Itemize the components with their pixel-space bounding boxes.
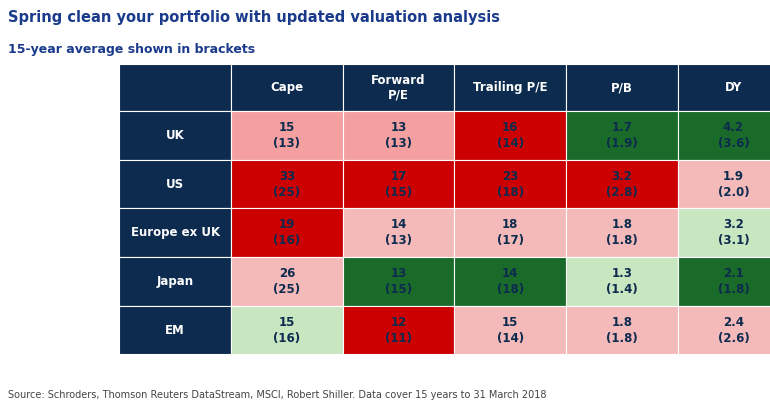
Bar (231, 64, 343, 111)
Bar (678, 111, 770, 160)
Bar (231, 208, 343, 257)
Bar (343, 306, 454, 354)
Bar (119, 160, 231, 208)
Text: 13
(15): 13 (15) (385, 267, 412, 296)
Text: Trailing P/E: Trailing P/E (473, 81, 547, 94)
Text: 12
(11): 12 (11) (385, 316, 412, 344)
Text: 26
(25): 26 (25) (273, 267, 300, 296)
Bar (231, 257, 343, 306)
Text: 1.8
(1.8): 1.8 (1.8) (606, 316, 638, 344)
Bar (566, 208, 678, 257)
Text: 14
(13): 14 (13) (385, 218, 412, 247)
Bar (119, 64, 231, 111)
Bar (231, 160, 343, 208)
Bar (454, 208, 566, 257)
Text: UK: UK (166, 129, 185, 142)
Text: 1.7
(1.9): 1.7 (1.9) (606, 121, 638, 150)
Text: 14
(18): 14 (18) (497, 267, 524, 296)
Text: 1.9
(2.0): 1.9 (2.0) (718, 170, 749, 199)
Bar (678, 257, 770, 306)
Bar (231, 111, 343, 160)
Text: DY: DY (725, 81, 742, 94)
Bar (678, 208, 770, 257)
Bar (454, 160, 566, 208)
Text: 16
(14): 16 (14) (497, 121, 524, 150)
Text: 17
(15): 17 (15) (385, 170, 412, 199)
Bar (343, 257, 454, 306)
Text: Japan: Japan (156, 275, 194, 288)
Text: US: US (166, 178, 184, 191)
Bar (566, 306, 678, 354)
Text: 2.4
(2.6): 2.4 (2.6) (718, 316, 749, 344)
Text: 15
(14): 15 (14) (497, 316, 524, 344)
Bar (343, 160, 454, 208)
Text: 3.2
(2.8): 3.2 (2.8) (606, 170, 638, 199)
Bar (678, 160, 770, 208)
Bar (343, 111, 454, 160)
Text: 15
(13): 15 (13) (273, 121, 300, 150)
Bar (454, 306, 566, 354)
Bar (119, 208, 231, 257)
Text: 18
(17): 18 (17) (497, 218, 524, 247)
Text: Spring clean your portfolio with updated valuation analysis: Spring clean your portfolio with updated… (8, 10, 500, 25)
Text: 4.2
(3.6): 4.2 (3.6) (718, 121, 749, 150)
Text: 15-year average shown in brackets: 15-year average shown in brackets (8, 43, 255, 56)
Text: 3.2
(3.1): 3.2 (3.1) (718, 218, 749, 247)
Bar (231, 306, 343, 354)
Bar (566, 257, 678, 306)
Bar (566, 160, 678, 208)
Text: 1.8
(1.8): 1.8 (1.8) (606, 218, 638, 247)
Bar (678, 306, 770, 354)
Text: 2.1
(1.8): 2.1 (1.8) (718, 267, 749, 296)
Text: 13
(13): 13 (13) (385, 121, 412, 150)
Bar (119, 257, 231, 306)
Text: 15
(16): 15 (16) (273, 316, 300, 344)
Bar (454, 111, 566, 160)
Bar (566, 64, 678, 111)
Bar (343, 64, 454, 111)
Bar (566, 111, 678, 160)
Bar (454, 64, 566, 111)
Bar (119, 111, 231, 160)
Text: 33
(25): 33 (25) (273, 170, 300, 199)
Text: Cape: Cape (270, 81, 303, 94)
Text: Forward
P/E: Forward P/E (371, 74, 426, 101)
Text: 1.3
(1.4): 1.3 (1.4) (606, 267, 638, 296)
Text: Source: Schroders, Thomson Reuters DataStream, MSCI, Robert Shiller. Data cover : Source: Schroders, Thomson Reuters DataS… (8, 390, 546, 400)
Text: P/B: P/B (611, 81, 633, 94)
Bar (454, 257, 566, 306)
Text: 19
(16): 19 (16) (273, 218, 300, 247)
Text: EM: EM (166, 323, 185, 337)
Text: 23
(18): 23 (18) (497, 170, 524, 199)
Bar (678, 64, 770, 111)
Bar (119, 306, 231, 354)
Text: Europe ex UK: Europe ex UK (131, 226, 219, 239)
Bar (343, 208, 454, 257)
